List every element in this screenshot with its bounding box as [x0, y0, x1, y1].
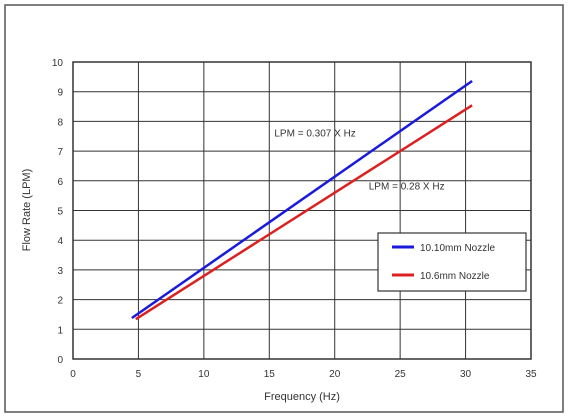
- y-tick-label: 4: [57, 236, 63, 247]
- y-tick-label: 5: [57, 207, 63, 218]
- plot-border: [72, 61, 532, 360]
- x-tick-label: 30: [460, 369, 472, 380]
- x-tick-label: 35: [525, 369, 537, 380]
- y-tick-label: 7: [57, 147, 63, 158]
- y-tick-label: 8: [57, 117, 63, 128]
- y-tick-label: 2: [57, 296, 63, 307]
- y-tick-label: 9: [57, 88, 63, 99]
- legend-box: [377, 232, 527, 292]
- equation-annotation: LPM = 0.28 X Hz: [369, 182, 445, 193]
- x-tick-label: 0: [70, 369, 76, 380]
- y-tick-label: 10: [52, 58, 64, 69]
- x-tick-label: 10: [198, 369, 210, 380]
- series-line-0: [131, 79, 473, 320]
- y-tick-label: 1: [57, 325, 63, 336]
- legend: 10.10mm Nozzle 10.6mm Nozzle: [377, 232, 527, 292]
- equation-annotation: LPM = 0.307 X Hz: [274, 128, 355, 139]
- x-tick-label: 15: [264, 369, 276, 380]
- x-tick-label: 25: [395, 369, 407, 380]
- x-tick-labels: 0 5 10 15 20 25 30 35: [70, 369, 537, 380]
- y-tick-labels: 0 1 2 3 4 5 6 7 8 9 10: [52, 58, 64, 366]
- y-tick-label: 6: [57, 177, 63, 188]
- legend-label-10-6mm: 10.6mm Nozzle: [420, 271, 490, 282]
- y-tick-label: 0: [57, 355, 63, 366]
- series-line-1: [135, 104, 473, 321]
- annotations: LPM = 0.307 X Hz LPM = 0.28 X Hz: [274, 128, 444, 192]
- x-axis-label: Frequency (Hz): [264, 391, 340, 403]
- y-tick-label: 3: [57, 266, 63, 277]
- y-axis-label: Flow Rate (LPM): [21, 169, 33, 252]
- x-tick-label: 5: [136, 369, 142, 380]
- x-tick-label: 20: [329, 369, 341, 380]
- legend-label-10-10mm: 10.10mm Nozzle: [420, 243, 495, 254]
- series-lines: [131, 79, 473, 321]
